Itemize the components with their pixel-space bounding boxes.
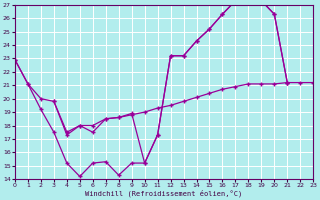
X-axis label: Windchill (Refroidissement éolien,°C): Windchill (Refroidissement éolien,°C) — [85, 190, 243, 197]
